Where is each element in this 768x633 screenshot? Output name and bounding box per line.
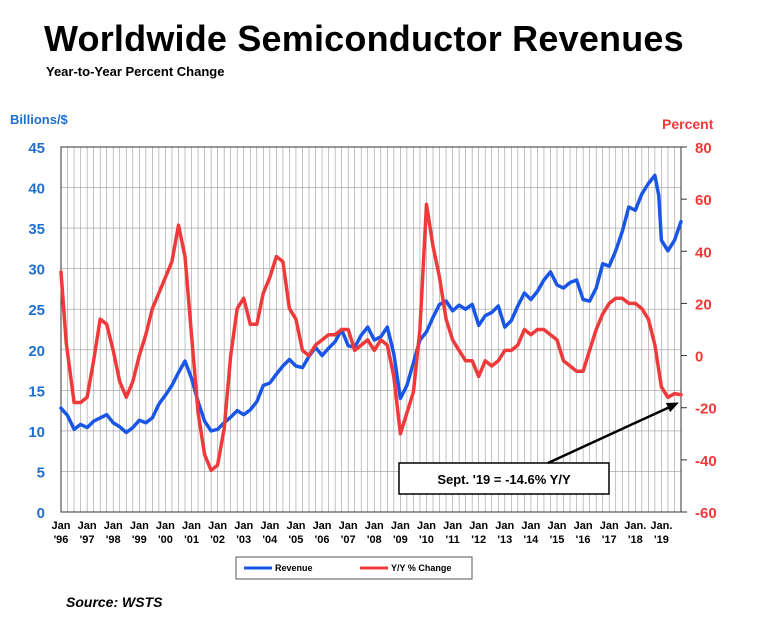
- chart-legend: Revenue Y/Y % Change: [235, 556, 473, 580]
- y-left-tick-label: 25: [28, 302, 45, 319]
- series-line-revenue: [59, 173, 683, 435]
- x-tick-label-month: Jan: [574, 520, 593, 532]
- x-tick-label-year: '09: [393, 534, 408, 546]
- x-tick-label-year: '11: [445, 534, 459, 546]
- x-tick-label-month: Jan: [339, 520, 358, 532]
- x-tick-label-month: Jan: [286, 520, 305, 532]
- chart-grid: [60, 146, 682, 513]
- x-tick-label-month: Jan.: [624, 520, 646, 532]
- x-tick-label-month: Jan: [469, 520, 488, 532]
- legend-label: Y/Y % Change: [391, 563, 451, 573]
- annotation-text: Sept. '19 = -14.6% Y/Y: [437, 472, 571, 487]
- x-tick-label-year: '04: [262, 534, 278, 546]
- x-tick-label-month: Jan: [130, 520, 149, 532]
- y-left-tick-label: 5: [37, 464, 45, 481]
- y-right-tick-label: -60: [695, 505, 717, 522]
- chart-title: Worldwide Semiconductor Revenues: [44, 18, 684, 59]
- x-tick-label-year: '12: [471, 534, 486, 546]
- x-tick-label-year: '15: [550, 534, 565, 546]
- x-tick-label-month: Jan: [52, 520, 71, 532]
- x-tick-label-month: Jan: [443, 520, 462, 532]
- x-tick-label-year: '08: [367, 534, 382, 546]
- x-tick-label-month: Jan.: [650, 520, 672, 532]
- y-left-tick-label: 0: [37, 505, 45, 522]
- y-left-tick-label: 35: [28, 221, 45, 238]
- x-tick-label-month: Jan: [521, 520, 540, 532]
- y-left-tick-label: 30: [28, 262, 45, 279]
- x-tick-label-year: '19: [654, 534, 669, 546]
- chart-lines: [59, 173, 683, 473]
- series-line-y-y-change: [59, 202, 683, 473]
- x-tick-label-month: Jan: [417, 520, 436, 532]
- chart-subtitle: Year-to-Year Percent Change: [46, 64, 225, 79]
- x-tick-label-month: Jan: [104, 520, 123, 532]
- x-tick-label-year: '02: [210, 534, 225, 546]
- x-tick-label-year: '13: [497, 534, 512, 546]
- x-tick-label-month: Jan: [600, 520, 619, 532]
- x-tick-label-month: Jan: [234, 520, 253, 532]
- chart-annotation: Sept. '19 = -14.6% Y/Y: [398, 402, 679, 495]
- x-tick-label-year: '03: [236, 534, 251, 546]
- x-tick-label-year: '17: [602, 534, 617, 546]
- y-left-tick-label: 10: [28, 424, 45, 441]
- y-right-tick-label: -20: [695, 401, 717, 418]
- x-tick-label-month: Jan: [313, 520, 332, 532]
- x-tick-label-year: '06: [315, 534, 330, 546]
- x-tick-label-year: '10: [419, 534, 434, 546]
- y-right-tick-label: 0: [695, 349, 703, 366]
- x-tick-label-month: Jan: [365, 520, 384, 532]
- y-left-tick-label: 20: [28, 343, 45, 360]
- plot-border: [60, 146, 682, 513]
- source-note: Source: WSTS: [66, 594, 163, 610]
- legend-box: [235, 556, 473, 580]
- x-tick-label-year: '16: [576, 534, 591, 546]
- x-tick-label-month: Jan: [208, 520, 227, 532]
- y-right-tick-label: 20: [695, 296, 712, 313]
- x-tick-label-year: '97: [80, 534, 95, 546]
- x-tick-label-month: Jan: [495, 520, 514, 532]
- y-left-tick-label: 40: [28, 181, 45, 198]
- y-right-tick-label: 60: [695, 192, 712, 209]
- y-left-tick-label: 45: [28, 140, 45, 157]
- y-axis-right-label: Percent: [662, 116, 714, 132]
- x-tick-label-month: Jan: [391, 520, 410, 532]
- x-tick-label-month: Jan: [260, 520, 279, 532]
- x-tick-label-month: Jan: [156, 520, 175, 532]
- legend-label: Revenue: [275, 563, 313, 573]
- y-right-tick-label: -40: [695, 453, 717, 470]
- x-tick-label-year: '18: [628, 534, 643, 546]
- chart-axes: 0 5 10 15 20 25 30 35 40 45 -60 -40 -20 0 20 40 60 80 Jan '…: [28, 140, 716, 546]
- annotation-arrow-line: [547, 405, 672, 465]
- annotation-arrow-head: [665, 402, 679, 413]
- x-tick-label-year: '99: [132, 534, 147, 546]
- y-axis-left-label: Billions/$: [10, 112, 68, 127]
- x-tick-label-month: Jan: [548, 520, 567, 532]
- annotation-box: [398, 462, 610, 495]
- x-tick-label-month: Jan: [78, 520, 97, 532]
- x-tick-label-year: '00: [158, 534, 173, 546]
- x-tick-label-year: '07: [341, 534, 356, 546]
- x-tick-label-year: '98: [106, 534, 121, 546]
- y-right-tick-label: 80: [695, 140, 712, 157]
- x-tick-label-year: '01: [184, 534, 199, 546]
- x-tick-label-year: '05: [289, 534, 304, 546]
- x-tick-label-year: '96: [54, 534, 69, 546]
- y-left-tick-label: 15: [28, 383, 45, 400]
- y-right-tick-label: 40: [695, 244, 712, 261]
- x-tick-label-month: Jan: [182, 520, 201, 532]
- x-tick-label-year: '14: [523, 534, 539, 546]
